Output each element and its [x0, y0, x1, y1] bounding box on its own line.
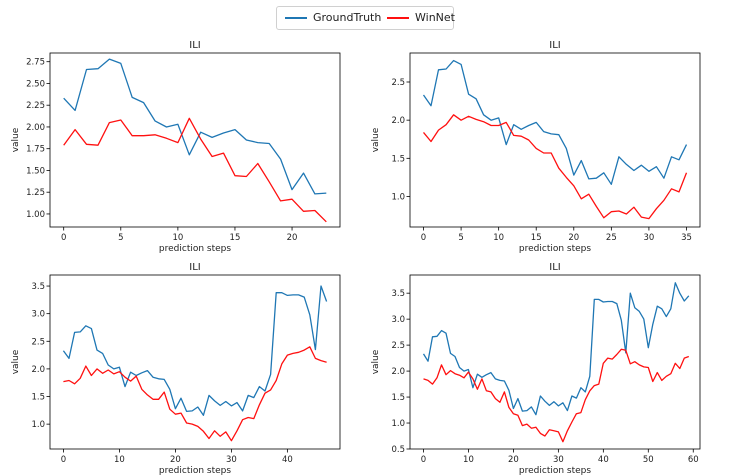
x-axis-label: prediction steps — [159, 466, 231, 476]
x-tick-label: 10 — [463, 455, 474, 465]
subplot-2: ILI 0 5 10 15 20 25 30 35 1.0 1.5 2.0 2.5 prediction … — [371, 40, 701, 254]
legend-label-groundtruth: GroundTruth — [313, 11, 382, 24]
series-line-groundtruth — [422, 282, 690, 416]
series-line-groundtruth — [422, 59, 688, 185]
x-axis-label: prediction steps — [519, 466, 591, 476]
y-tick-label: 1.25 — [26, 188, 45, 198]
plot-frame — [409, 52, 701, 228]
legend: GroundTruth WinNet — [276, 6, 455, 30]
x-tick-label: 0 — [421, 455, 426, 465]
x-tick-label: 10 — [493, 233, 504, 243]
x-tick-label: 10 — [172, 233, 183, 243]
y-tick-label: 1.5 — [391, 393, 405, 403]
y-tick-label: 1.0 — [391, 192, 405, 202]
x-tick-label: 10 — [114, 455, 125, 465]
subplot-3: ILI 0 10 20 30 40 1.0 1.5 2.0 2.5 3.0 3.5 prediction… — [11, 262, 341, 476]
y-tick-label: 2.5 — [31, 337, 45, 347]
legend-label-winnet: WinNet — [415, 11, 455, 24]
x-axis-label: prediction steps — [159, 244, 231, 254]
x-tick-label: 35 — [681, 233, 692, 243]
x-tick-label: 40 — [598, 455, 609, 465]
x-tick-label: 20 — [170, 455, 181, 465]
series-line-winnet — [63, 117, 327, 223]
x-tick-label: 20 — [508, 455, 519, 465]
y-tick-label: 0.5 — [391, 445, 405, 455]
series-line-groundtruth — [63, 58, 327, 195]
y-tick-label: 2.00 — [26, 123, 45, 133]
y-tick-label: 2.25 — [26, 101, 45, 111]
y-tick-label: 2.75 — [26, 58, 45, 68]
x-tick-label: 25 — [606, 233, 617, 243]
x-tick-label: 5 — [118, 233, 123, 243]
x-tick-label: 20 — [287, 233, 298, 243]
y-tick-label: 3.0 — [391, 315, 405, 325]
x-tick-label: 40 — [282, 455, 293, 465]
subplot-4: ILI 0 10 20 30 40 50 60 0.5 1.0 1.5 2.0 2.5 3.0 3.5 pre… — [371, 262, 701, 476]
y-axis-label: value — [371, 127, 381, 152]
legend-swatch-groundtruth — [285, 17, 307, 19]
subplot-1: ILI 0 5 10 15 20 1.00 1.25 1.50 1.75 2.00 2.25 2.50 2… — [11, 40, 341, 254]
x-tick-label: 30 — [553, 455, 564, 465]
x-tick-label: 60 — [688, 455, 699, 465]
x-tick-label: 0 — [421, 233, 426, 243]
subplot-title: ILI — [189, 40, 200, 51]
y-tick-label: 2.0 — [391, 367, 405, 377]
y-tick-label: 1.0 — [391, 419, 405, 429]
x-axis-label: prediction steps — [519, 244, 591, 254]
y-tick-label: 3.0 — [31, 310, 45, 320]
series-line-groundtruth — [62, 285, 328, 416]
y-tick-label: 1.5 — [31, 393, 45, 403]
x-tick-label: 30 — [643, 233, 654, 243]
plot-frame — [49, 274, 341, 450]
y-tick-label: 1.00 — [26, 210, 45, 220]
y-tick-label: 2.0 — [391, 116, 405, 126]
plot-frame — [49, 52, 341, 228]
legend-swatch-winnet — [387, 17, 409, 19]
series-line-winnet — [63, 346, 327, 442]
x-tick-label: 15 — [531, 233, 542, 243]
y-tick-label: 1.5 — [391, 154, 405, 164]
series-line-winnet — [423, 348, 690, 443]
y-axis-label: value — [11, 349, 21, 374]
y-tick-label: 2.0 — [31, 365, 45, 375]
x-tick-label: 0 — [61, 233, 66, 243]
y-axis-label: value — [371, 349, 381, 374]
x-tick-label: 15 — [230, 233, 241, 243]
subplot-title: ILI — [549, 262, 560, 273]
y-tick-label: 2.5 — [391, 78, 405, 88]
y-tick-label: 3.5 — [391, 289, 405, 299]
x-tick-label: 5 — [458, 233, 463, 243]
y-tick-label: 1.0 — [31, 420, 45, 430]
subplot-title: ILI — [189, 262, 200, 273]
y-tick-label: 1.50 — [26, 166, 45, 176]
x-tick-label: 30 — [226, 455, 237, 465]
x-tick-label: 50 — [643, 455, 654, 465]
plot-frame — [409, 274, 701, 450]
series-line-winnet — [422, 114, 688, 220]
y-tick-label: 2.5 — [391, 341, 405, 351]
x-tick-label: 0 — [61, 455, 66, 465]
y-axis-label: value — [11, 127, 21, 152]
y-tick-label: 2.50 — [26, 79, 45, 89]
x-tick-label: 20 — [568, 233, 579, 243]
y-tick-label: 1.75 — [26, 145, 45, 155]
y-tick-label: 3.5 — [31, 282, 45, 292]
subplot-title: ILI — [549, 40, 560, 51]
